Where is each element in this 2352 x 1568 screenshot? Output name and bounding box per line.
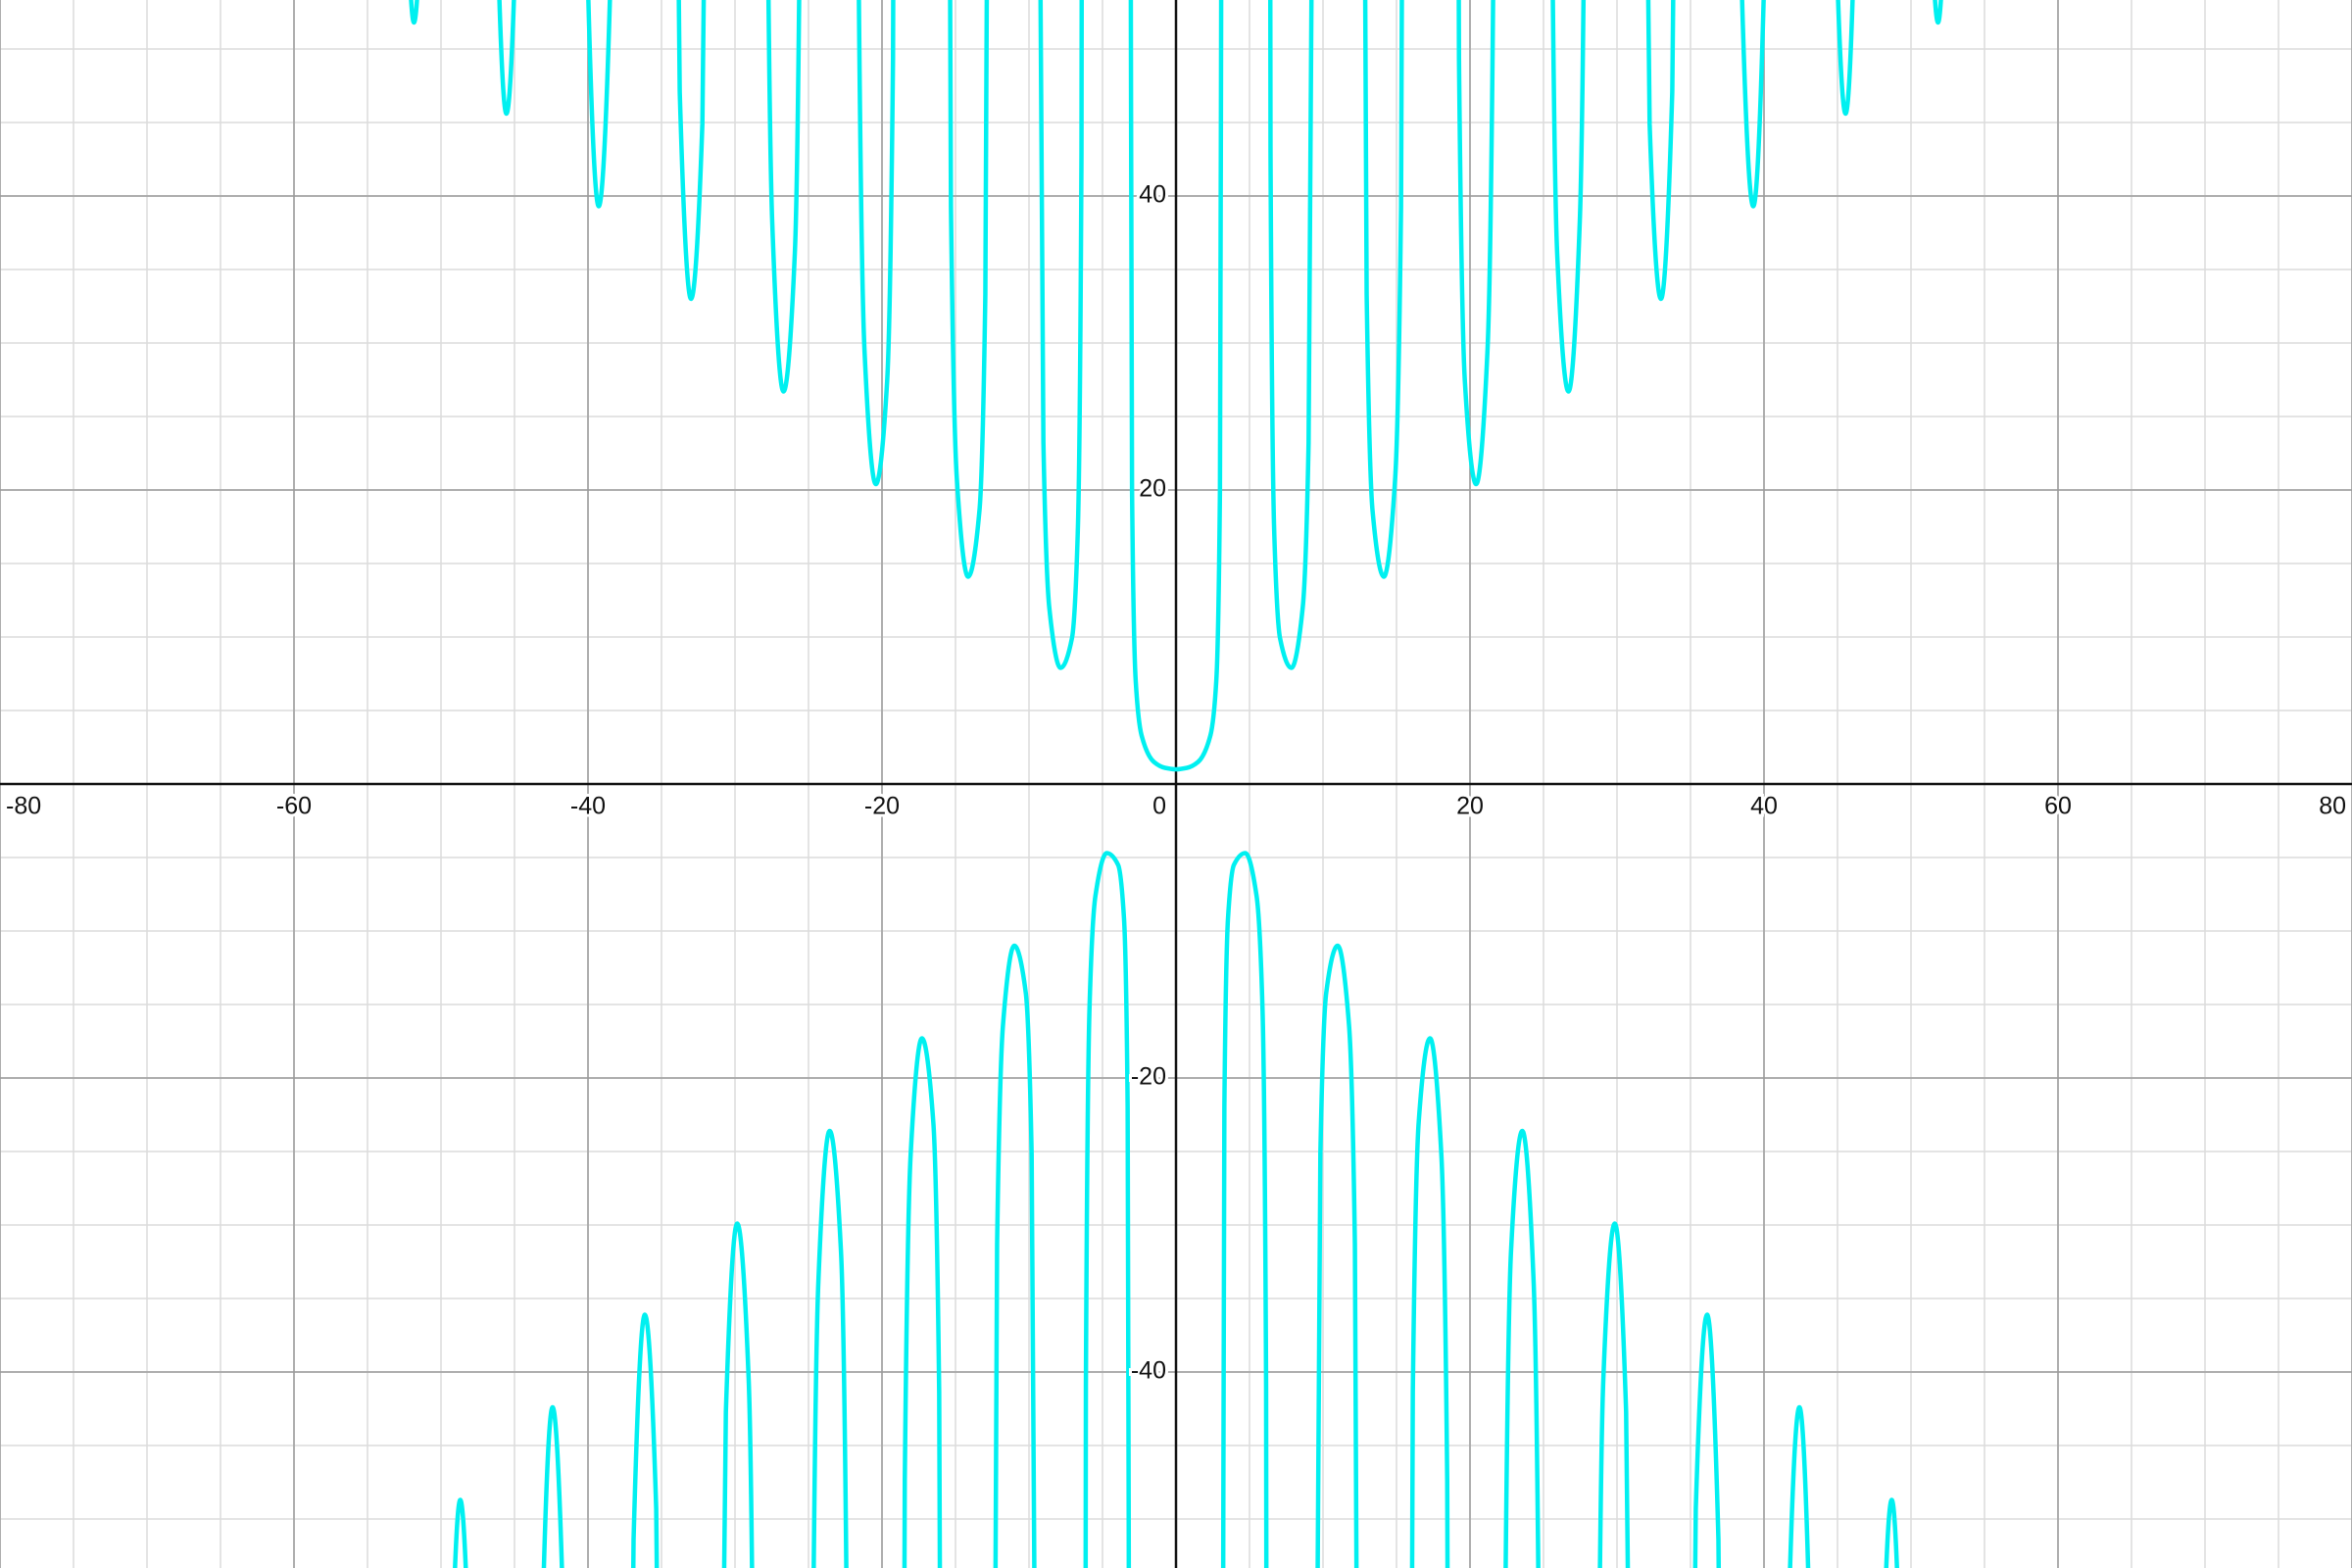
x-tick-label: -20	[864, 793, 900, 820]
x-tick-label: 40	[1750, 793, 1778, 820]
x-tick-label: 80	[2319, 793, 2346, 820]
x-tick-label: 20	[1456, 793, 1484, 820]
labels: -80 -60 -40 -20 0 20 40 60 80 -40 -20 20 40	[3, 178, 2349, 1388]
function-curve	[409, 0, 1943, 1568]
y-tick-label: 40	[1139, 181, 1166, 209]
curve-layer	[409, 0, 1943, 1568]
x-tick-label: -40	[570, 793, 606, 820]
x-tick-label: -80	[6, 793, 41, 820]
y-tick-label: -40	[1131, 1357, 1166, 1385]
x-tick-label: 60	[2044, 793, 2072, 820]
y-tick-label: -20	[1131, 1063, 1166, 1091]
y-tick-label: 20	[1139, 475, 1166, 503]
x-tick-label: 0	[1152, 793, 1166, 820]
x-tick-label: -60	[276, 793, 312, 820]
